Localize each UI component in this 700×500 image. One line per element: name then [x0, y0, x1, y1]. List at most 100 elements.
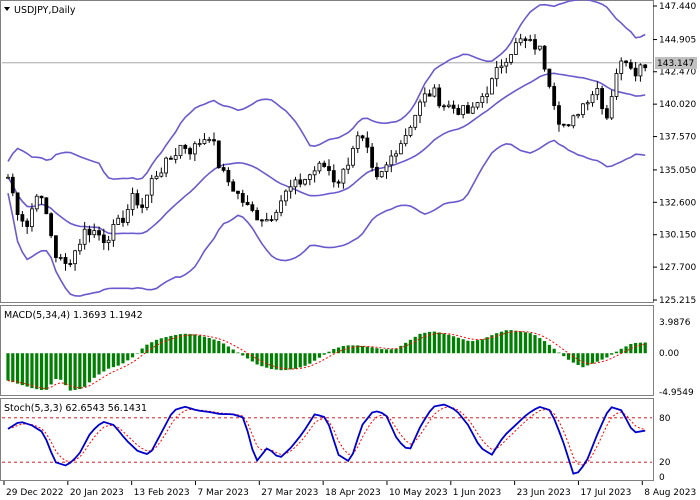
macd-bar	[389, 349, 393, 354]
candle	[355, 131, 360, 153]
macd-bar	[217, 340, 221, 354]
candle	[643, 64, 648, 72]
candle	[236, 190, 240, 200]
date-tick: 27 Mar 2023	[261, 488, 318, 498]
macd-bar	[600, 353, 604, 360]
candle	[288, 179, 293, 199]
macd-bar	[68, 353, 72, 391]
candle	[494, 60, 499, 87]
candle	[518, 33, 523, 46]
candle	[274, 209, 279, 222]
macd-bar	[212, 339, 216, 354]
candle	[566, 124, 571, 127]
candle	[336, 179, 341, 188]
macd-bar	[605, 353, 609, 358]
candle	[456, 104, 461, 116]
macd-bar	[499, 331, 504, 354]
macd-bar	[59, 353, 63, 380]
candle	[375, 162, 379, 180]
candle	[327, 159, 331, 176]
macd-bar	[188, 334, 192, 354]
macd-bar	[169, 335, 173, 354]
macd-bar	[221, 343, 226, 354]
candle	[87, 225, 92, 243]
macd-bar	[547, 344, 551, 354]
macd-bar	[193, 334, 197, 354]
candle	[145, 194, 149, 211]
candle	[121, 210, 125, 227]
macd-bar	[255, 353, 259, 365]
macd-bar	[174, 335, 178, 354]
macd-bar	[490, 335, 494, 354]
macd-bar	[39, 353, 44, 391]
candle	[106, 235, 111, 251]
macd-bar	[504, 330, 508, 354]
candle	[360, 134, 365, 142]
candle	[628, 59, 633, 70]
macd-bar	[289, 353, 293, 370]
macd-bar	[260, 353, 264, 367]
candle	[413, 114, 418, 131]
candle	[63, 253, 68, 271]
price-tick: 127.700	[659, 263, 696, 273]
candle	[97, 226, 101, 241]
candle	[533, 34, 537, 55]
macd-bar	[571, 353, 575, 363]
macd-bar	[154, 339, 159, 354]
bollinger-lower	[7, 139, 646, 297]
candle	[614, 68, 619, 100]
candle	[221, 163, 226, 173]
candle	[466, 101, 470, 114]
stoch-panel	[0, 398, 654, 481]
price-tick: 130.150	[659, 231, 696, 241]
macd-bar	[595, 353, 599, 362]
date-tick: 8 Aug 2023	[644, 488, 696, 498]
candle	[557, 101, 561, 132]
macd-bar	[178, 334, 183, 354]
date-tick: 7 Mar 2023	[197, 488, 248, 498]
candle	[44, 197, 49, 215]
macd-bar	[428, 331, 432, 354]
chevron-down-icon[interactable]	[4, 7, 10, 11]
macd-bar	[528, 333, 532, 354]
macd-bar	[183, 333, 187, 354]
candle	[351, 145, 355, 168]
macd-bar	[54, 353, 58, 380]
macd-bar	[624, 346, 628, 354]
candle	[398, 140, 403, 155]
candle	[216, 140, 221, 169]
candle	[140, 197, 145, 214]
macd-bar	[336, 347, 341, 354]
price-tick: 135.050	[659, 166, 696, 176]
macd-bar	[135, 352, 139, 354]
candle	[197, 138, 202, 147]
candle	[581, 103, 585, 118]
candle	[379, 170, 384, 178]
macd-bar	[542, 341, 547, 354]
candle	[231, 179, 236, 192]
price-tick: 125.215	[659, 296, 696, 306]
candle	[528, 34, 533, 42]
macd-bar	[552, 348, 556, 354]
macd-bar	[30, 353, 34, 389]
macd-bar	[614, 351, 619, 354]
candle	[394, 150, 398, 163]
macd-bar	[35, 353, 39, 390]
macd-bar	[322, 353, 326, 355]
macd-bar	[418, 333, 422, 354]
candle	[437, 84, 442, 109]
candle	[600, 85, 604, 115]
macd-bar	[250, 353, 254, 362]
stoch-tick: 80	[659, 414, 671, 424]
candle	[523, 36, 528, 49]
candle	[312, 166, 317, 183]
symbol-title: USDJPY,Daily	[14, 5, 76, 16]
candle	[101, 228, 106, 250]
price-tick: 147.440	[659, 2, 696, 12]
candle	[116, 214, 121, 226]
macd-bar	[384, 349, 389, 354]
candle	[365, 131, 370, 154]
date-tick: 23 Jun 2023	[517, 488, 571, 498]
